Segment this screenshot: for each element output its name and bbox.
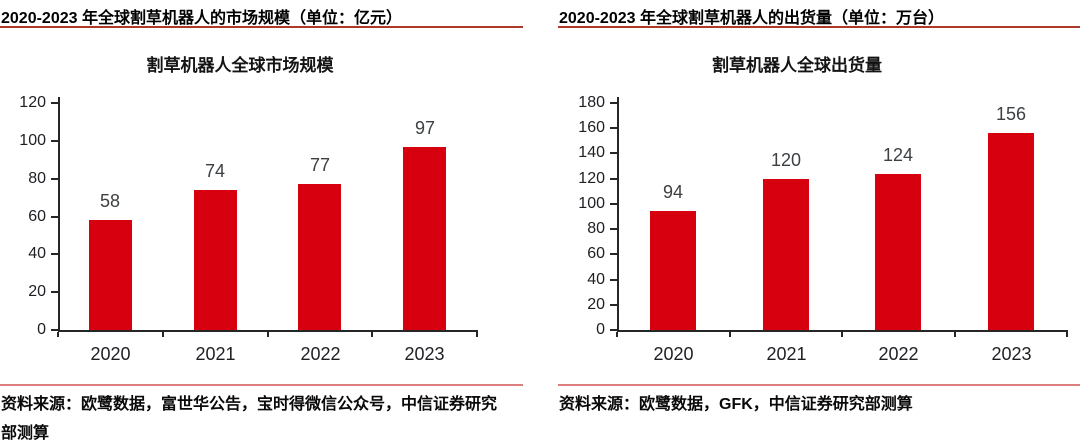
bar <box>403 147 446 330</box>
x-tick <box>267 332 269 337</box>
bar <box>298 184 341 330</box>
bar <box>875 174 921 330</box>
bar-value-label: 77 <box>309 155 331 175</box>
y-tick <box>51 102 58 104</box>
header-rule <box>0 26 523 28</box>
bar <box>194 190 237 330</box>
chart-title: 割草机器人全球市场规模 <box>146 56 334 75</box>
x-axis-label: 2020 <box>90 344 131 364</box>
y-tick <box>610 303 617 306</box>
y-tick <box>610 202 617 205</box>
bar-value-label: 156 <box>995 104 1027 124</box>
x-tick <box>476 332 478 337</box>
source-note: 资料来源：欧鹭数据，富世华公告，宝时得微信公众号，中信证券研究部测算 <box>1 396 498 442</box>
y-tick <box>610 228 617 231</box>
y-tick-label: 120 <box>19 94 46 111</box>
bar-chart-shipments: 0 20 40 60 80 100 120 140 160 180 94 2020 120 2021 124… <box>578 94 1068 364</box>
header-rule <box>558 26 1080 28</box>
x-axis-label: 2021 <box>766 344 807 364</box>
x-tick <box>729 332 731 337</box>
bar <box>89 220 132 330</box>
y-tick-label: 140 <box>578 144 605 162</box>
y-tick <box>610 127 617 130</box>
y-tick <box>51 291 58 294</box>
y-tick <box>51 177 58 180</box>
y-tick-label: 60 <box>28 207 46 225</box>
y-tick <box>51 139 58 142</box>
y-tick <box>610 177 617 180</box>
x-axis-label: 2022 <box>878 344 919 364</box>
x-axis-line <box>58 330 478 332</box>
y-tick-label: 0 <box>596 321 605 338</box>
y-tick-label: 80 <box>28 169 46 187</box>
bar-value-label: 74 <box>204 161 226 181</box>
x-tick <box>162 332 164 337</box>
y-tick <box>610 329 617 331</box>
x-tick <box>954 332 956 337</box>
bar-value-label: 124 <box>882 145 914 165</box>
panel-header: 2020-2023 年全球割草机器人的市场规模（单位：亿元） <box>1 10 402 27</box>
y-tick <box>51 215 58 218</box>
bar-value-label: 94 <box>662 182 684 202</box>
y-tick-label: 60 <box>587 245 605 263</box>
y-tick-label: 120 <box>578 169 605 187</box>
footer-rule <box>0 384 523 386</box>
footer-rule <box>558 384 1080 386</box>
bar-value-label: 120 <box>770 150 802 170</box>
y-tick <box>51 253 58 256</box>
x-tick <box>1066 332 1068 337</box>
x-axis-label: 2023 <box>404 344 445 364</box>
source-note: 资料来源：欧鹭数据，GFK，中信证券研究部测算 <box>559 396 913 413</box>
x-tick <box>57 332 59 337</box>
x-axis-label: 2020 <box>653 344 694 364</box>
bar <box>988 133 1034 330</box>
panel-market-size: 2020-2023 年全球割草机器人的市场规模（单位：亿元） 割草机器人全球市场… <box>0 0 523 442</box>
y-tick-label: 0 <box>37 321 46 338</box>
bar <box>763 179 809 330</box>
y-axis-line <box>58 97 60 332</box>
y-tick-label: 20 <box>28 283 46 301</box>
y-tick-label: 20 <box>587 295 605 313</box>
x-axis-line <box>617 330 1068 332</box>
y-tick <box>610 102 617 104</box>
bar-chart-market-size: 0 20 40 60 80 100 120 58 2020 74 2021 77 2022 97 2023 <box>19 94 478 364</box>
x-axis-label: 2021 <box>195 344 236 364</box>
y-tick-label: 100 <box>19 131 46 149</box>
chart-title: 割草机器人全球出货量 <box>712 56 882 75</box>
panel-shipments: 2020-2023 年全球割草机器人的出货量（单位：万台） 割草机器人全球出货量… <box>558 0 1080 442</box>
bar-value-label: 58 <box>99 191 121 211</box>
y-tick <box>610 152 617 155</box>
y-tick-label: 100 <box>578 194 605 212</box>
x-tick <box>616 332 618 337</box>
y-tick <box>610 278 617 281</box>
y-tick <box>51 329 58 331</box>
x-axis-label: 2023 <box>991 344 1032 364</box>
x-tick <box>841 332 843 337</box>
y-tick-label: 40 <box>587 270 605 288</box>
bar <box>650 211 696 330</box>
y-tick-label: 80 <box>587 220 605 238</box>
y-tick-label: 40 <box>28 245 46 263</box>
y-tick-label: 180 <box>578 94 605 111</box>
bar-value-label: 97 <box>414 118 436 138</box>
panel-header: 2020-2023 年全球割草机器人的出货量（单位：万台） <box>559 10 944 27</box>
y-axis-line <box>617 97 619 332</box>
x-tick <box>371 332 373 337</box>
y-tick <box>610 253 617 256</box>
x-axis-label: 2022 <box>300 344 341 364</box>
y-tick-label: 160 <box>578 119 605 137</box>
